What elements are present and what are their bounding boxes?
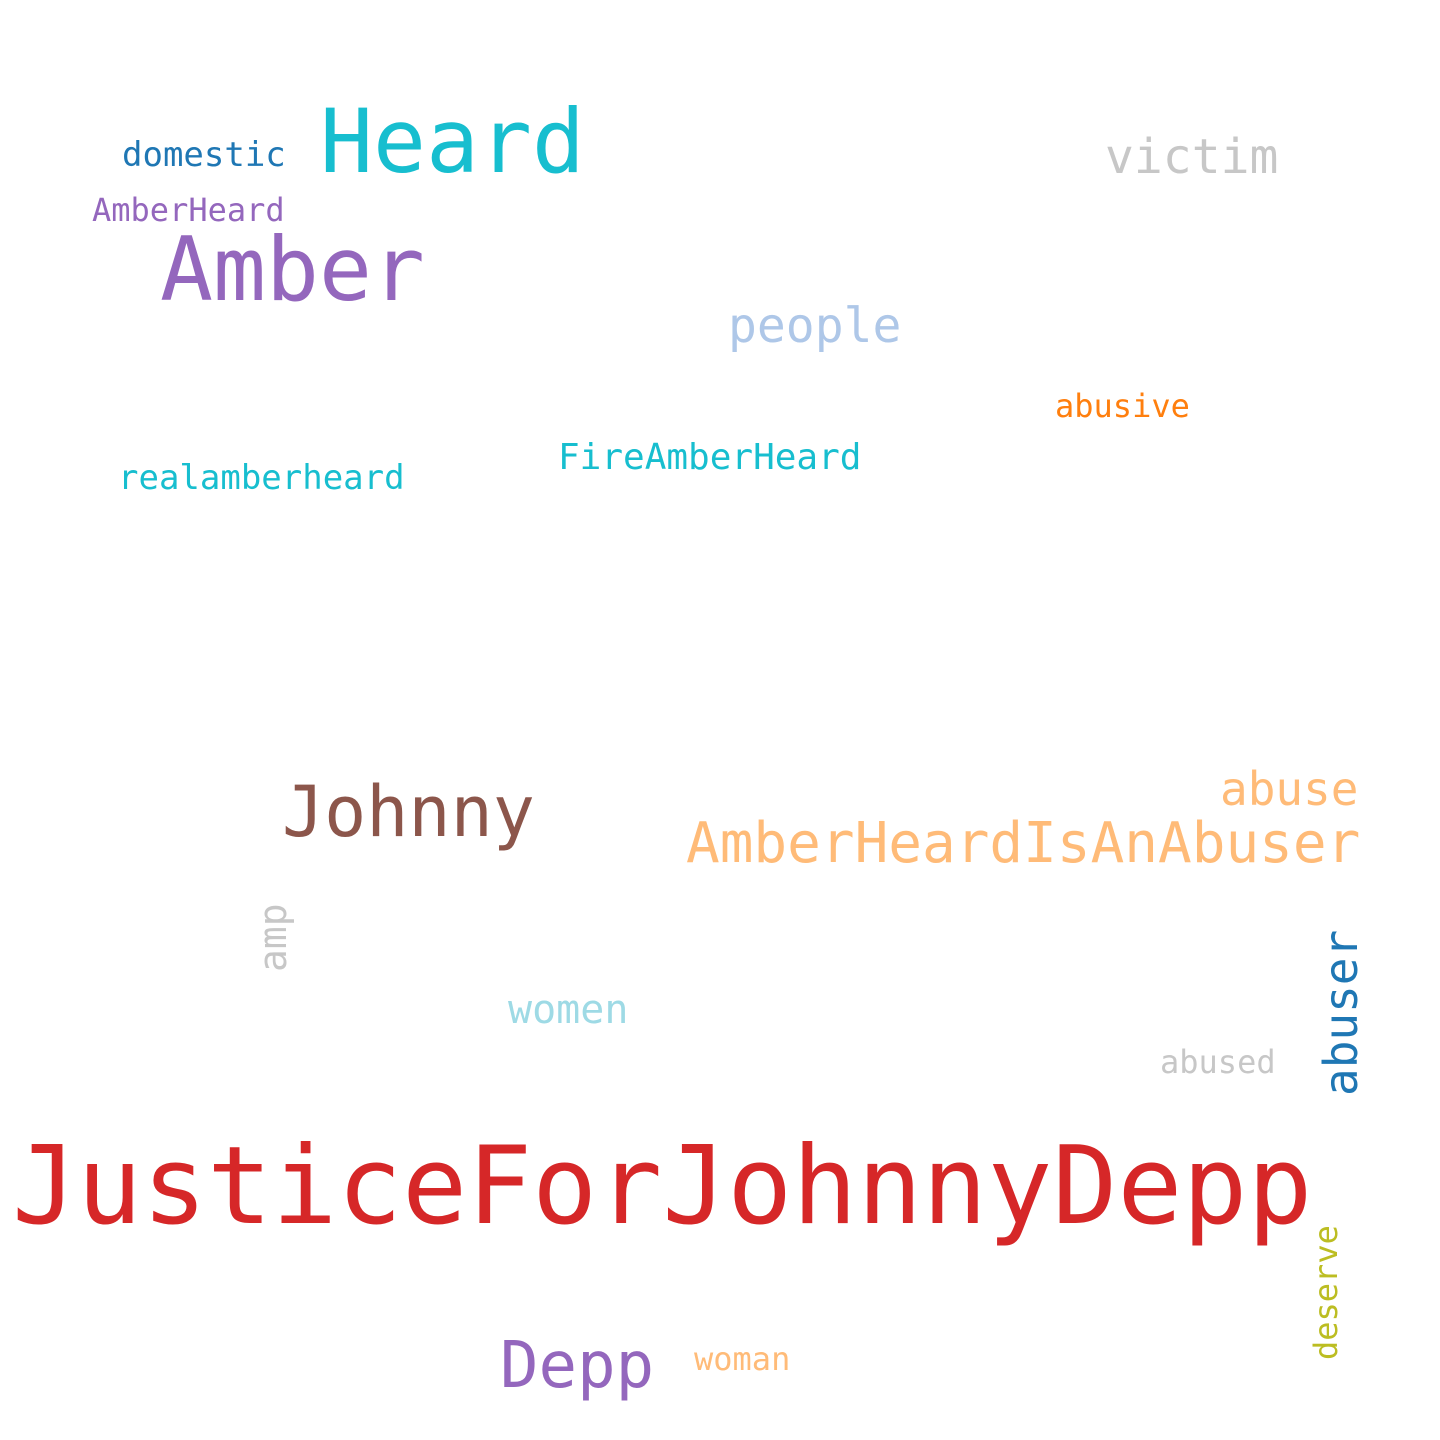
word-amber: Amber — [160, 218, 425, 321]
word-abuser: abuser — [1314, 929, 1368, 1096]
word-justicefor-johnnydepp: JusticeForJohnnyDepp — [12, 1124, 1313, 1249]
word-abusive: abusive — [1055, 387, 1190, 425]
word-people: people — [728, 298, 902, 354]
word-heard: Heard — [320, 90, 585, 193]
word-realamberheard: realamberheard — [118, 458, 405, 498]
word-fireamberheard: FireAmberHeard — [558, 437, 862, 478]
word-abused: abused — [1160, 1043, 1276, 1081]
word-amberheardisanabuser: AmberHeardIsAnAbuser — [686, 811, 1361, 876]
word-johnny: Johnny — [282, 771, 535, 853]
word-woman: woman — [694, 1340, 791, 1378]
word-women: women — [508, 987, 629, 1033]
word-abuse: abuse — [1220, 762, 1359, 816]
word-amberheard: AmberHeard — [92, 191, 285, 229]
word-amp: amp — [251, 903, 295, 972]
word-victim: victim — [1105, 129, 1279, 185]
word-domestic: domestic — [122, 135, 286, 175]
word-depp: Depp — [500, 1329, 655, 1403]
word-deserve: deserve — [1307, 1225, 1345, 1360]
